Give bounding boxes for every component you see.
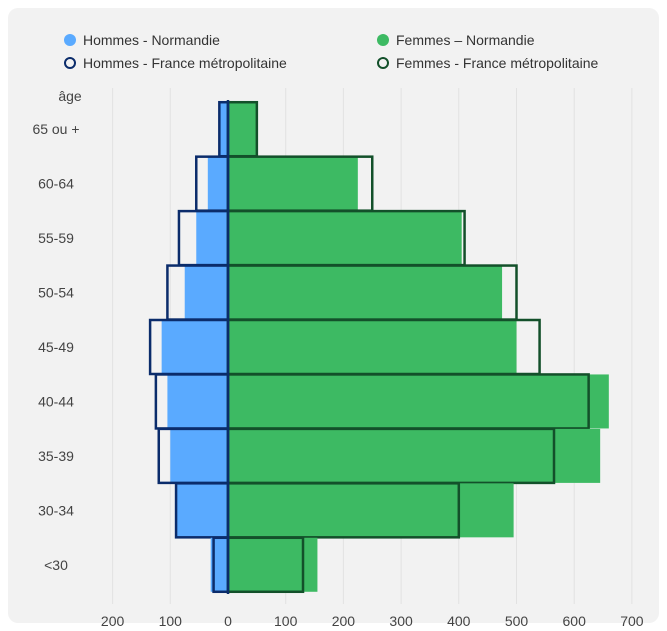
bar-hommes-normandie[interactable]	[219, 102, 228, 157]
bar-femmes-normandie[interactable]	[228, 483, 514, 538]
x-tick-label: 500	[505, 613, 529, 629]
legend-item-femmes-france[interactable]: Femmes - France métropolitaine	[377, 55, 598, 71]
bar-femmes-normandie[interactable]	[228, 265, 503, 320]
legend-label: Hommes - France métropolitaine	[83, 55, 287, 71]
x-tick-label: 0	[224, 613, 232, 629]
legend-swatch-filled-circle-icon	[377, 34, 389, 46]
bar-femmes-normandie[interactable]	[228, 102, 257, 157]
bar-hommes-normandie[interactable]	[184, 265, 228, 320]
bar-hommes-normandie[interactable]	[210, 537, 228, 592]
bar-femmes-normandie[interactable]	[228, 156, 358, 211]
bar-hommes-normandie[interactable]	[161, 320, 228, 374]
y-axis-label: âge	[58, 88, 82, 104]
category-labels: 65 ou + 60-64 55-59 50-54 45-49 40-44 35-39 30-…	[32, 121, 79, 573]
category-label: 60-64	[38, 176, 74, 192]
x-tick-label: 400	[447, 613, 471, 629]
x-tick-label: 200	[101, 613, 125, 629]
category-label: 40-44	[38, 393, 74, 409]
legend-label: Hommes - Normandie	[83, 32, 220, 48]
x-tick-label: 600	[563, 613, 587, 629]
bar-hommes-normandie[interactable]	[167, 374, 228, 429]
x-tick-label: 100	[274, 613, 298, 629]
legend-swatch-outline-circle-icon	[377, 57, 389, 69]
category-label: 55-59	[38, 230, 74, 246]
legend-swatch-outline-circle-icon	[64, 57, 76, 69]
x-tick-label: 700	[620, 613, 644, 629]
legend: Hommes - Normandie Femmes – Normandie Ho…	[0, 0, 667, 80]
category-label: 50-54	[38, 285, 74, 301]
bar-femmes-normandie[interactable]	[228, 320, 517, 374]
legend-label: Femmes - France métropolitaine	[396, 55, 599, 71]
category-label: 65 ou +	[32, 121, 79, 137]
legend-swatch-filled-circle-icon	[64, 34, 76, 46]
bar-hommes-normandie[interactable]	[207, 156, 228, 211]
x-tick-label: 100	[159, 613, 183, 629]
bars	[148, 100, 609, 594]
category-label: 30-34	[38, 502, 74, 518]
bar-hommes-normandie[interactable]	[170, 428, 228, 483]
category-label: 35-39	[38, 448, 74, 464]
tick-labels: 200 100 0 100 200 300 400 500 600 700	[101, 613, 644, 629]
bar-hommes-normandie[interactable]	[176, 483, 228, 538]
bar-femmes-normandie[interactable]	[228, 428, 601, 483]
x-tick-label: 200	[332, 613, 356, 629]
legend-item-femmes-normandie[interactable]: Femmes – Normandie	[377, 32, 535, 48]
bar-femmes-normandie[interactable]	[228, 374, 609, 429]
category-label: <30	[44, 557, 68, 573]
bar-femmes-normandie[interactable]	[228, 211, 462, 266]
bar-hommes-normandie[interactable]	[196, 211, 228, 266]
legend-item-hommes-normandie[interactable]: Hommes - Normandie	[64, 32, 220, 48]
legend-label: Femmes – Normandie	[396, 32, 535, 48]
x-tick-label: 300	[389, 613, 413, 629]
category-label: 45-49	[38, 339, 74, 355]
legend-item-hommes-france[interactable]: Hommes - France métropolitaine	[64, 55, 287, 71]
